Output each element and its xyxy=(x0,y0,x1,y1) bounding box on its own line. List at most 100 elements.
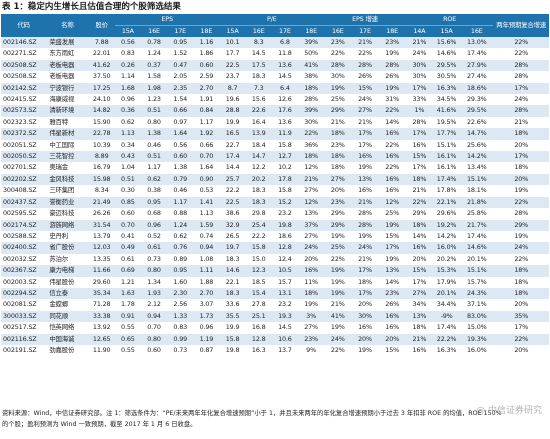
cell-pe-15a: 17.7 xyxy=(219,48,246,60)
cell-pe-17e: 18.6 xyxy=(271,230,298,243)
cell-roe-15a: 17.8% xyxy=(432,185,461,197)
cell-eps-growth-17e: 20% xyxy=(351,333,379,345)
cell-eps-17e: 1.33 xyxy=(167,310,194,323)
cell-price: 11.90 xyxy=(88,344,115,357)
cell-two-year-cagr: 28% xyxy=(493,59,549,72)
cell-eps-growth-16e: 18% xyxy=(324,162,352,174)
header-eps-growth-18e: 18E xyxy=(378,25,406,37)
cell-two-year-cagr: 22% xyxy=(493,37,549,49)
cell-pe-18e: 24% xyxy=(297,242,325,254)
cell-eps-growth-17e: 22% xyxy=(351,48,379,60)
cell-eps-15a: 1.21 xyxy=(114,276,141,288)
cell-eps-growth-18e: 16% xyxy=(378,185,406,197)
table-row: 002367.SZ 康力电梯 11.66 0.69 0.80 0.95 1.11 14.6 12… xyxy=(1,265,549,277)
table-row: 002294.SZ 信立泰 35.34 1.63 1.93 2.30 2.70 18.3 15.… xyxy=(1,287,549,300)
cell-eps-growth-18e: 26% xyxy=(378,71,406,83)
cell-eps-growth-16e: 22% xyxy=(324,344,352,357)
cell-eps-17e: 1.60 xyxy=(167,276,194,288)
cell-eps-growth-17e: 20% xyxy=(351,299,379,311)
cell-name: 金螳螂 xyxy=(46,299,89,311)
cell-pe-16e: 12.2 xyxy=(245,162,272,174)
cell-price: 10.39 xyxy=(88,139,115,152)
cell-eps-15a: 0.65 xyxy=(114,333,141,345)
cell-pe-15a: 32.9 xyxy=(219,219,246,231)
cell-eps-growth-16e: 29% xyxy=(324,105,352,117)
cell-eps-15a: 1.78 xyxy=(114,299,141,311)
cell-pe-16e: 18.3 xyxy=(245,185,272,197)
cell-roe-14a: 15% xyxy=(405,151,433,163)
cell-code: 002191.SZ xyxy=(1,344,47,357)
cell-pe-15a: 16.5 xyxy=(219,128,246,140)
cell-pe-16e: 22.2 xyxy=(245,230,272,243)
cell-price: 31.54 xyxy=(88,219,115,231)
cell-eps-18e: 1.08 xyxy=(193,253,220,266)
cell-pe-18e: 27% xyxy=(297,185,325,197)
header-eps-18e: 18E xyxy=(193,25,220,37)
cell-eps-17e: 0.99 xyxy=(167,333,194,345)
cell-name: 金风科技 xyxy=(46,173,89,186)
cell-pe-15a: 19.9 xyxy=(219,116,246,129)
cell-code: 002271.SZ xyxy=(1,48,47,60)
table-row: 002032.SZ 苏泊尔 13.35 0.61 0.73 0.89 1.08 18.3 15.… xyxy=(1,253,549,266)
cell-roe-15a: 22.2% xyxy=(432,333,461,345)
cell-name: 省广股份 xyxy=(46,242,89,254)
cell-two-year-cagr: 28% xyxy=(493,105,549,117)
cell-pe-18e: 30% xyxy=(297,116,325,129)
cell-code: 300408.SZ xyxy=(1,185,47,197)
cell-eps-16e: 0.80 xyxy=(140,116,168,129)
cell-eps-growth-17e: 28% xyxy=(351,219,379,231)
cell-eps-growth-17e: 28% xyxy=(351,59,379,72)
cell-eps-growth-17e: 24% xyxy=(351,242,379,254)
cell-eps-16e: 1.17 xyxy=(140,162,168,174)
cell-eps-growth-16e: 19% xyxy=(324,230,352,243)
cell-name: 豪迈科技 xyxy=(46,208,89,220)
cell-two-year-cagr: 17% xyxy=(493,82,549,95)
cell-eps-15a: 1.68 xyxy=(114,82,141,95)
cell-two-year-cagr: 35% xyxy=(493,310,549,323)
cell-price: 24.10 xyxy=(88,94,115,106)
cell-roe-15a: 15.3% xyxy=(432,265,461,277)
cell-pe-15a: 17.4 xyxy=(219,151,246,163)
cell-pe-16e: 22.6 xyxy=(245,105,272,117)
cell-pe-16e: 12.3 xyxy=(245,265,272,277)
cell-roe-16e: 14.2% xyxy=(460,151,494,163)
header-eps: EPS xyxy=(114,14,220,26)
cell-eps-17e: 1.24 xyxy=(167,219,194,231)
cell-eps-18e: 0.60 xyxy=(193,59,220,72)
table-row: 002081.SZ 金螳螂 71.28 1.78 2.12 2.56 3.07 33.6 27.… xyxy=(1,299,549,311)
cell-roe-14a: 16% xyxy=(405,344,433,357)
cell-roe-14a: 17% xyxy=(405,276,433,288)
cell-code: 002508.SZ xyxy=(1,59,47,72)
table-row: 002271.SZ 东方雨虹 22.01 0.83 1.24 1.52 1.86 17.7 14… xyxy=(1,48,549,60)
cell-eps-18e: 1.17 xyxy=(193,116,220,129)
cell-roe-15a: 22.1% xyxy=(432,196,461,209)
source-note-line-2: 的个股；盈利预测为 Wind 一致预期，截至 2017 年 1 月 6 日收盘。 xyxy=(2,421,197,428)
cell-pe-15a: 23.7 xyxy=(219,71,246,83)
cell-eps-growth-16e: 30% xyxy=(324,71,352,83)
cell-code: 002508.SZ xyxy=(1,71,47,83)
header-two-year-cagr: 两年预期复合增速 xyxy=(493,14,549,37)
cell-roe-15a: 20.1% xyxy=(432,287,461,300)
cell-eps-18e: 1.16 xyxy=(193,37,220,49)
cell-eps-18e: 2.70 xyxy=(193,287,220,300)
cell-roe-14a: 18% xyxy=(405,322,433,334)
cell-eps-growth-16e: 19% xyxy=(324,265,352,277)
header-name: 名称 xyxy=(46,14,89,37)
cell-pe-17e: 12.6 xyxy=(271,94,298,106)
cell-pe-18e: 23% xyxy=(297,333,325,345)
table-row: 002701.SZ 奥瑞金 16.79 1.04 1.17 1.38 1.64 14.4 12.… xyxy=(1,162,549,174)
cell-two-year-cagr: 22% xyxy=(493,48,549,60)
cell-eps-growth-17e: 28% xyxy=(351,208,379,220)
cell-roe-15a: 14.2% xyxy=(432,230,461,243)
cell-pe-17e: 17.6 xyxy=(271,105,298,117)
cell-eps-growth-17e: 27% xyxy=(351,105,379,117)
cell-eps-15a: 0.30 xyxy=(114,185,141,197)
cell-eps-18e: 0.87 xyxy=(193,344,220,357)
cell-eps-18e: 0.53 xyxy=(193,185,220,197)
cell-code: 002174.SZ xyxy=(1,219,47,231)
cell-pe-18e: 27% xyxy=(297,322,325,334)
cell-eps-18e: 1.13 xyxy=(193,208,220,220)
cell-eps-17e: 1.17 xyxy=(167,196,194,209)
cell-eps-18e: 2.70 xyxy=(193,82,220,95)
